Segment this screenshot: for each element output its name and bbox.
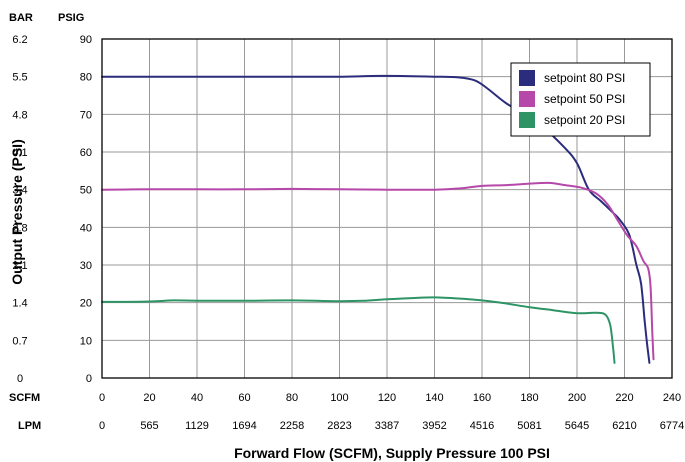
lpm-tick-label: 5081 bbox=[517, 420, 541, 432]
scfm-tick-label: 100 bbox=[330, 392, 348, 404]
lpm-tick-label: 1129 bbox=[185, 420, 209, 432]
lpm-tick-label: 565 bbox=[140, 420, 158, 432]
bar-tick-label: 3.4 bbox=[12, 185, 27, 197]
lpm-tick-label: 6774 bbox=[660, 420, 684, 432]
scfm-tick-labels: 0 20 40 60 80 100 120 140 160 180 200 220 240 bbox=[99, 392, 681, 404]
lpm-tick-label: 2258 bbox=[280, 420, 304, 432]
scfm-tick-label: 180 bbox=[520, 392, 538, 404]
bar-tick-label: 4.8 bbox=[12, 109, 27, 121]
psig-tick-label: 30 bbox=[80, 260, 92, 272]
scfm-tick-label: 240 bbox=[663, 392, 681, 404]
psig-tick-label: 90 bbox=[80, 34, 92, 46]
legend-label: setpoint 20 PSI bbox=[544, 113, 625, 127]
legend-swatch bbox=[519, 91, 535, 107]
psig-axis-header: PSIG bbox=[58, 12, 84, 24]
bar-tick-labels: 0 0.7 1.4 2.1 2.8 3.4 4.1 4.8 5.5 6.2 bbox=[12, 34, 27, 385]
legend: setpoint 80 PSI setpoint 50 PSI setpoint 2… bbox=[510, 62, 651, 137]
scfm-tick-label: 220 bbox=[615, 392, 633, 404]
legend-swatch bbox=[519, 112, 535, 128]
scfm-tick-label: 160 bbox=[473, 392, 491, 404]
scfm-tick-label: 140 bbox=[425, 392, 443, 404]
scfm-tick-label: 0 bbox=[99, 392, 105, 404]
legend-label: setpoint 50 PSI bbox=[544, 92, 625, 106]
lpm-tick-label: 4516 bbox=[470, 420, 494, 432]
psig-tick-label: 80 bbox=[80, 72, 92, 84]
lpm-tick-label: 3387 bbox=[375, 420, 399, 432]
lpm-tick-label: 0 bbox=[99, 420, 105, 432]
legend-items: setpoint 80 PSI setpoint 50 PSI setpoint 2… bbox=[519, 70, 625, 128]
lpm-tick-label: 2823 bbox=[327, 420, 351, 432]
scfm-tick-label: 20 bbox=[143, 392, 155, 404]
bar-tick-label: 2.1 bbox=[12, 260, 27, 272]
bar-tick-label: 4.1 bbox=[12, 147, 27, 159]
psig-tick-labels: 0 10 20 30 40 50 60 70 80 90 bbox=[80, 34, 92, 385]
scfm-tick-label: 60 bbox=[238, 392, 250, 404]
psig-tick-label: 40 bbox=[80, 222, 92, 234]
plot-frame bbox=[101, 38, 673, 379]
scfm-tick-label: 40 bbox=[191, 392, 203, 404]
lpm-row-label: LPM bbox=[18, 420, 41, 432]
scfm-tick-label: 80 bbox=[286, 392, 298, 404]
psig-tick-label: 0 bbox=[86, 373, 92, 385]
scfm-tick-label: 200 bbox=[568, 392, 586, 404]
psig-tick-label: 20 bbox=[80, 298, 92, 310]
x-axis-title: Forward Flow (SCFM), Supply Pressure 100… bbox=[234, 445, 550, 461]
psig-tick-label: 50 bbox=[80, 185, 92, 197]
lpm-tick-label: 3952 bbox=[422, 420, 446, 432]
psig-tick-label: 10 bbox=[80, 335, 92, 347]
bar-axis-header: BAR bbox=[9, 12, 33, 24]
lpm-tick-label: 6210 bbox=[612, 420, 636, 432]
bar-tick-label: 6.2 bbox=[12, 34, 27, 46]
legend-label: setpoint 80 PSI bbox=[544, 71, 625, 85]
lpm-tick-label: 1694 bbox=[232, 420, 256, 432]
psig-tick-label: 60 bbox=[80, 147, 92, 159]
bar-tick-label: 5.5 bbox=[12, 72, 27, 84]
y-axis-title: Output Pressure (PSI) bbox=[9, 139, 25, 284]
scfm-tick-label: 120 bbox=[378, 392, 396, 404]
bar-tick-label: 2.8 bbox=[12, 222, 27, 234]
bar-tick-label: 0.7 bbox=[12, 335, 27, 347]
lpm-tick-label: 5645 bbox=[565, 420, 589, 432]
legend-swatch bbox=[519, 70, 535, 86]
series-line bbox=[101, 181, 655, 361]
psig-tick-label: 70 bbox=[80, 109, 92, 121]
bar-tick-label: 1.4 bbox=[12, 298, 27, 310]
scfm-row-label: SCFM bbox=[9, 392, 40, 404]
series-line bbox=[101, 296, 616, 364]
lpm-tick-labels: 0 565 1129 1694 2258 2823 3387 3952 4516 5081 5645… bbox=[99, 420, 684, 432]
bar-tick-label: 0 bbox=[17, 373, 23, 385]
